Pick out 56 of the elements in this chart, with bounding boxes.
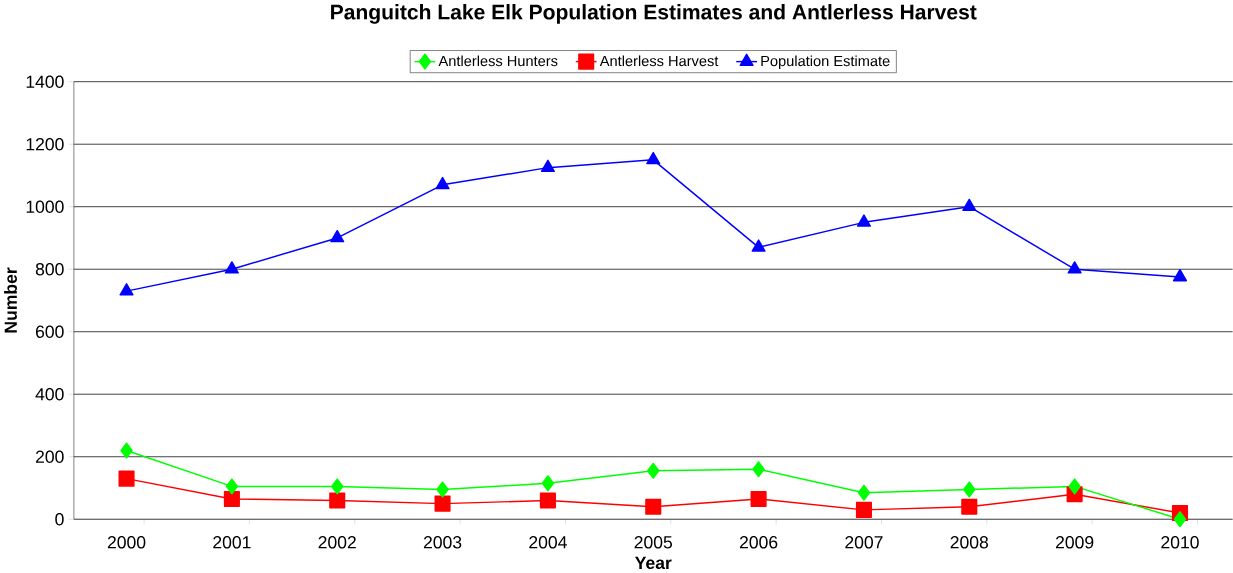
point [225,478,239,495]
point [962,198,977,212]
point [120,442,133,459]
point [119,282,134,296]
x-tick-label: 2009 [1055,535,1094,549]
point [855,501,872,518]
point [223,490,240,507]
x-tick-label: 2007 [845,535,883,549]
point [539,492,556,509]
point [434,495,451,512]
x-tick-label: 2002 [318,535,356,549]
x-tick-label: 2008 [950,535,989,549]
y-tick-label: 800 [35,262,64,276]
point [1172,268,1188,282]
point [645,498,662,515]
point [540,159,555,172]
point [751,239,766,252]
point [436,481,449,498]
chart-title: Panguitch Lake Elk Population Estimates and Antlerless Harvest [331,3,977,24]
y-axis-title: Number [4,267,17,333]
point [329,492,346,509]
point [330,229,345,243]
x-tick-label: 2010 [1161,535,1199,549]
point [1173,511,1187,528]
y-tick-label: 0 [55,512,64,526]
x-tick-label: 2005 [634,535,673,549]
y-tick-label: 1400 [26,75,64,88]
point [750,490,767,507]
x-axis-title: Year [635,556,672,570]
point [963,481,976,498]
point [118,470,135,487]
y-tick-label: 1200 [26,137,64,151]
x-tick-label: 2000 [107,535,146,549]
point [856,214,871,227]
y-tick-label: 400 [35,387,64,401]
point [961,498,978,515]
point [647,462,660,479]
point [435,176,450,190]
point [752,461,765,478]
legend-label: Antlerless Hunters [438,55,558,67]
point [646,151,661,165]
x-tick-label: 2004 [529,535,567,549]
legend-label: Antlerless Harvest [599,55,719,67]
point [1068,478,1081,495]
point [224,261,239,274]
y-tick-label: 600 [35,325,64,338]
y-tick-label: 1000 [26,200,64,213]
point [331,478,344,495]
point [857,484,871,501]
legend-label: Population Estimate [761,55,890,69]
x-tick-label: 2003 [423,535,462,549]
point [1067,261,1082,274]
x-tick-label: 2006 [739,535,778,549]
point [541,475,555,492]
y-tick-label: 200 [35,450,64,463]
x-tick-label: 2001 [213,535,251,549]
